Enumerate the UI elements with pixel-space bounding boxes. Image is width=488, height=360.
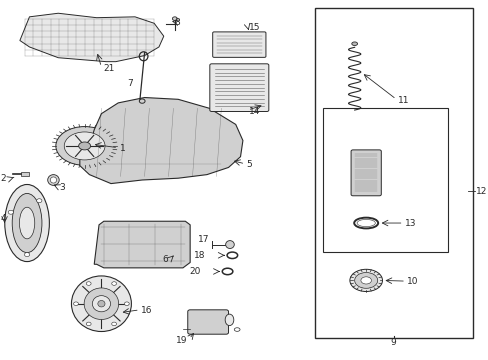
FancyBboxPatch shape [187,310,228,334]
Ellipse shape [139,99,145,103]
Ellipse shape [111,282,116,285]
Text: 1: 1 [120,144,125,153]
Text: 16: 16 [141,306,152,315]
Text: 21: 21 [103,64,115,73]
Text: 11: 11 [397,96,408,105]
Ellipse shape [86,282,91,285]
Ellipse shape [5,184,49,262]
Ellipse shape [86,322,91,326]
Ellipse shape [37,199,42,203]
Ellipse shape [48,175,59,185]
Ellipse shape [360,277,371,284]
FancyBboxPatch shape [209,64,268,112]
Text: 15: 15 [249,23,260,32]
Text: 13: 13 [404,219,416,228]
Text: 2: 2 [0,175,6,184]
Ellipse shape [50,177,57,183]
Ellipse shape [351,42,357,45]
Bar [21,172,29,176]
Bar [314,8,472,338]
Ellipse shape [356,220,374,226]
Ellipse shape [234,328,240,331]
Ellipse shape [98,301,105,307]
Ellipse shape [56,127,113,165]
Bar [323,108,447,252]
Text: 17: 17 [198,235,209,244]
Polygon shape [20,13,163,62]
FancyBboxPatch shape [212,32,265,57]
Ellipse shape [79,142,90,150]
Text: 6: 6 [163,255,168,264]
Text: 9: 9 [389,338,395,347]
Ellipse shape [172,17,177,21]
Ellipse shape [224,314,233,325]
Ellipse shape [92,296,110,312]
Ellipse shape [24,253,30,257]
Text: 8: 8 [174,18,180,27]
Ellipse shape [225,240,234,248]
Ellipse shape [64,132,105,160]
Ellipse shape [12,193,42,253]
Ellipse shape [8,210,14,214]
Ellipse shape [84,288,119,319]
Polygon shape [94,221,190,268]
Polygon shape [80,98,243,184]
Text: 4: 4 [0,214,6,223]
Text: 20: 20 [189,267,200,276]
Text: 10: 10 [407,277,418,286]
Text: 5: 5 [246,161,252,170]
Text: 18: 18 [194,251,205,260]
Ellipse shape [124,302,129,306]
Text: 12: 12 [475,187,487,196]
Ellipse shape [354,273,377,288]
Text: 19: 19 [176,336,187,345]
Text: 3: 3 [60,183,65,192]
Text: 7: 7 [126,79,132,88]
Ellipse shape [71,276,131,332]
Ellipse shape [20,207,35,239]
Ellipse shape [74,302,78,306]
Ellipse shape [349,269,382,292]
FancyBboxPatch shape [350,150,381,196]
Ellipse shape [111,322,116,326]
Text: 14: 14 [249,107,260,116]
